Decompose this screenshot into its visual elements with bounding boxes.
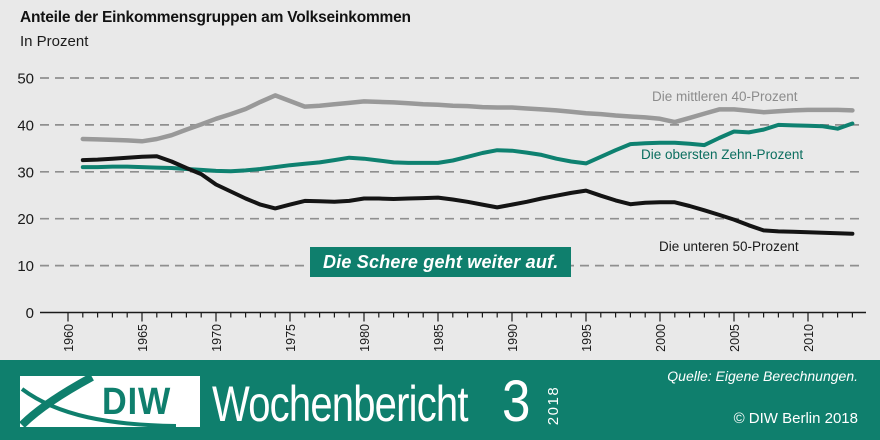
x-tick-label-2005: 2005 [728, 324, 742, 352]
diw-logo-swoosh-icon [20, 376, 177, 427]
y-tick-label-50: 50 [17, 71, 34, 88]
y-tick-label-40: 40 [17, 117, 34, 134]
x-tick-label-2010: 2010 [802, 324, 816, 352]
y-tick-label-0: 0 [26, 305, 34, 322]
chart-title: Anteile der Einkommensgruppen am Volksei… [20, 9, 411, 26]
y-tick-label-20: 20 [17, 211, 34, 228]
series-line-1 [80, 121, 855, 174]
issue-number: 3 [502, 369, 531, 434]
x-tick-label-1970: 1970 [210, 324, 224, 352]
y-tick-label-10: 10 [17, 258, 34, 275]
series-line-2 [80, 154, 855, 236]
x-tick-label-1965: 1965 [136, 324, 150, 352]
annotation-badge: Die Schere geht weiter auf. [310, 247, 572, 277]
y-tick-label-30: 30 [17, 164, 34, 181]
diw-logo: DIW [20, 376, 200, 427]
publication-name: Wochenbericht [212, 376, 468, 432]
copyright-note: © DIW Berlin 2018 [733, 410, 858, 427]
series-label-bottom-50-percent: Die unteren 50-Prozent [659, 239, 799, 254]
series-line-0 [80, 93, 855, 144]
series-label-middle-40-percent: Die mittleren 40-Prozent [652, 89, 798, 104]
x-tick-label-1980: 1980 [358, 324, 372, 352]
x-tick-label-1995: 1995 [580, 324, 594, 352]
footer-band: DIW Wochenbericht 3 2018 Quelle: Eigene … [0, 360, 880, 440]
line-chart-canvas: 0 10 20 30 40 50 1960 1965 1970 1975 1980 1985 1990 1… [17, 71, 866, 352]
chart-subtitle: In Prozent [20, 33, 89, 50]
diw-logo-text: DIW [102, 381, 172, 423]
x-tick-label-1960: 1960 [62, 324, 76, 352]
x-tick-label-1975: 1975 [284, 324, 298, 352]
x-tick-label-2000: 2000 [654, 324, 668, 352]
series-label-top-10-percent: Die obersten Zehn-Prozent [641, 147, 804, 162]
source-note: Quelle: Eigene Berechnungen. [667, 368, 858, 384]
issue-year-rotated: 2018 [545, 385, 563, 425]
x-tick-label-1990: 1990 [506, 324, 520, 352]
x-tick-label-1985: 1985 [432, 324, 446, 352]
